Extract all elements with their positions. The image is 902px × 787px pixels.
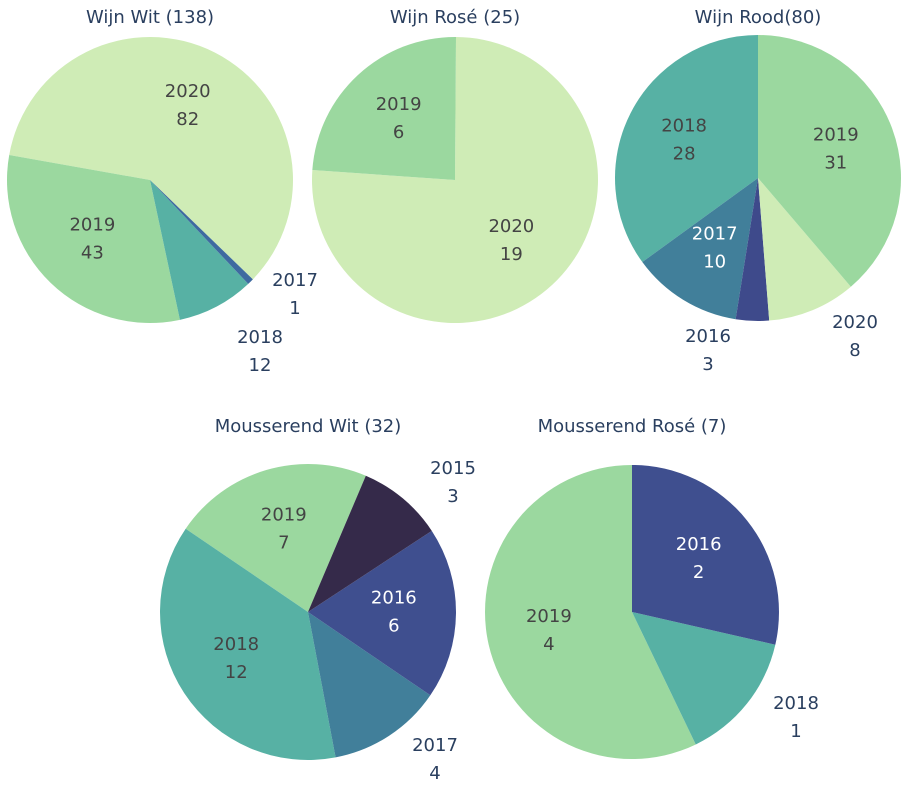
slice-value: 6: [388, 616, 399, 637]
slice-label: 2016: [371, 588, 417, 609]
pie-slice: [642, 178, 758, 320]
slice-value: 12: [249, 355, 272, 376]
slice-value: 4: [543, 634, 554, 655]
pie-slice: [758, 178, 851, 321]
slice-label: 2016: [676, 534, 722, 555]
chart-title: Mousserend Rosé (7): [538, 416, 727, 437]
slice-label: 2019: [261, 505, 307, 526]
slice-value: 1: [790, 721, 801, 742]
slice-value: 4: [429, 763, 440, 784]
pie-slice: [735, 178, 770, 321]
chart-title: Wijn Rosé (25): [390, 7, 520, 28]
slice-label: 2020: [165, 81, 211, 102]
pie-slice: [185, 464, 366, 612]
pie-slice: [308, 530, 456, 696]
slice-value: 28: [673, 143, 696, 164]
pie-slice: [9, 36, 294, 280]
slice-label: 2019: [813, 124, 859, 145]
slice-value: 6: [393, 122, 404, 143]
slice-label: 2017: [412, 735, 458, 756]
slice-label: 2020: [488, 216, 534, 237]
slice-label: 2019: [526, 606, 572, 627]
slice-label: 2017: [692, 224, 738, 245]
pie-slice: [150, 180, 253, 284]
slice-value: 1: [289, 298, 300, 319]
slice-value: 12: [225, 662, 248, 683]
pie-slice: [485, 465, 696, 759]
pie-slice: [308, 475, 432, 612]
slice-value: 8: [849, 340, 860, 361]
slice-label: 2016: [685, 326, 731, 347]
pie-slice: [758, 35, 902, 287]
chart-title: Wijn Rood(80): [695, 7, 822, 28]
slice-value: 2: [693, 562, 704, 583]
pie-slice: [6, 154, 180, 324]
slice-value: 43: [81, 243, 104, 264]
pie-slice: [308, 612, 431, 758]
slice-label: 2015: [430, 458, 476, 479]
slice-label: 2020: [832, 312, 878, 333]
pie-slice: [150, 180, 249, 320]
chart-title: Wijn Wit (138): [86, 7, 214, 28]
slice-label: 2019: [69, 215, 115, 236]
slice-value: 7: [278, 533, 289, 554]
slice-value: 19: [500, 244, 523, 265]
pie-slice: [632, 612, 776, 745]
pie-slice: [312, 37, 456, 181]
slice-value: 31: [824, 152, 847, 173]
slice-value: 82: [176, 109, 199, 130]
slice-label: 2018: [773, 693, 819, 714]
pie-slice: [160, 528, 336, 760]
chart-title: Mousserend Wit (32): [215, 416, 402, 437]
pie-slice: [312, 37, 598, 324]
pie-slice: [632, 465, 779, 645]
slice-value: 10: [703, 252, 726, 273]
slice-label: 2017: [272, 270, 318, 291]
pie-slice: [615, 35, 758, 263]
slice-label: 2018: [213, 634, 259, 655]
slice-value: 3: [702, 354, 713, 375]
slice-label: 2018: [661, 115, 707, 136]
slice-value: 3: [447, 486, 458, 507]
slice-label: 2019: [376, 94, 422, 115]
slice-label: 2018: [237, 327, 283, 348]
